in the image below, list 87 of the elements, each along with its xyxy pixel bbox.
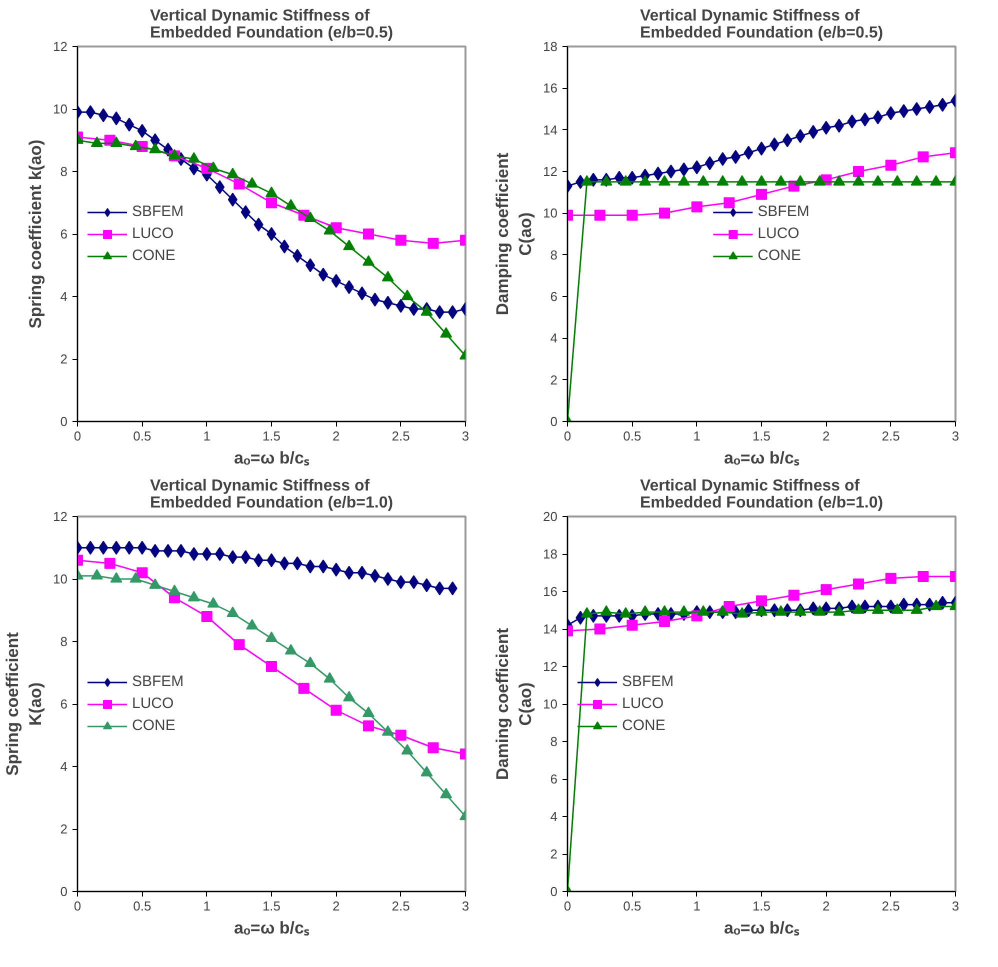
legend-label: SBFEM [758,203,810,220]
y-tick-label: 10 [543,696,558,712]
x-tick-label: 1.5 [262,428,281,444]
x-tick-label: 2 [332,898,340,914]
x-tick-label: 2 [822,898,830,914]
x-tick-label: 0.5 [623,898,642,914]
y-tick-label: 0 [60,884,68,899]
legend-label: CONE [132,247,176,264]
x-tick-label: 2 [822,428,830,444]
x-axis-title: aₒ=ω b/cₛ [724,448,800,468]
x-tick-label: 0.5 [133,898,152,914]
y-tick-label: 14 [543,622,558,636]
y-tick-label: 8 [60,164,68,179]
chart-title: Vertical Dynamic Stiffness of Embedded Foundation (e/b=1.0) [640,478,884,512]
x-axis-title: aₒ=ω b/cₛ [724,918,800,938]
y-tick-label: 4 [60,289,68,304]
x-tick-label: 1.5 [262,898,281,914]
x-tick-label: 1.5 [752,428,771,444]
y-tick-label: 0 [550,414,558,429]
y-tick-label: 12 [53,39,68,54]
y-tick-label: 8 [60,634,68,649]
y-tick-label: 6 [60,226,68,242]
x-tick-label: 0 [74,428,82,444]
y-tick-label: 16 [543,80,558,96]
y-tick-label: 0 [60,414,68,429]
legend-label: LUCO [132,225,174,242]
chart-title: Vertical Dynamic Stiffness of Embedded Foundation (e/b=1.0) [150,478,394,512]
x-tick-label: 2.5 [882,428,900,444]
y-tick-label: 18 [543,39,558,54]
x-tick-label: 0 [564,428,572,444]
x-axis-title: aₒ=ω b/cₛ [234,918,310,938]
x-tick-label: 0 [564,898,572,914]
legend-label: CONE [758,247,801,264]
y-tick-label: 18 [543,546,558,562]
legend-label: SBFEM [132,203,184,220]
y-tick-label: 16 [543,584,558,599]
x-tick-label: 1 [203,428,210,444]
x-tick-label: 3 [462,898,470,914]
legend-label: SBFEM [622,673,674,690]
y-axis-title: Spring coefficient k(ao) [26,140,46,328]
y-tick-label: 8 [550,247,558,262]
x-tick-label: 1 [693,428,700,444]
chart-title: Vertical Dynamic Stiffness of Embedded Foundation (e/b=0.5) [150,8,394,42]
y-tick-label: 0 [550,884,558,899]
x-tick-label: 2 [332,428,340,444]
legend-label: LUCO [758,225,800,242]
y-axis-title: Daming coefficient C(ao) [493,628,536,780]
y-tick-label: 4 [550,809,558,824]
x-tick-label: 1 [203,898,210,914]
y-tick-label: 4 [60,759,68,774]
y-tick-label: 10 [53,102,68,116]
y-tick-label: 20 [543,509,558,524]
y-axis-title: Damping coefficient C(ao) [493,152,536,316]
y-tick-label: 10 [543,206,558,221]
legend-label: SBFEM [132,673,184,690]
y-tick-label: 12 [543,659,558,674]
y-tick-label: 10 [53,572,68,586]
x-tick-label: 2.5 [392,898,410,914]
x-tick-label: 3 [952,428,960,444]
x-tick-label: 2.5 [392,428,410,444]
x-tick-label: 0.5 [133,428,152,444]
y-tick-label: 2 [550,372,558,388]
x-tick-label: 3 [462,428,470,444]
x-tick-label: 2.5 [882,898,900,914]
x-tick-label: 1.5 [752,898,771,914]
y-axis-title: Spring coefficient K(ao) [3,632,46,776]
x-axis-title: aₒ=ω b/cₛ [234,448,310,468]
y-tick-label: 2 [60,822,68,836]
y-tick-label: 6 [550,289,558,304]
y-tick-label: 12 [53,509,68,524]
chart-title: Vertical Dynamic Stiffness of Embedded Foundation (e/b=0.5) [640,8,884,42]
x-tick-label: 0 [74,898,82,914]
legend-label: LUCO [622,695,664,712]
y-tick-label: 12 [543,164,558,179]
y-tick-label: 8 [550,734,558,749]
y-tick-label: 4 [550,330,558,346]
y-tick-label: 6 [60,696,68,712]
x-tick-label: 0.5 [623,428,642,444]
y-tick-label: 6 [550,772,558,786]
y-tick-label: 2 [550,846,558,862]
x-tick-label: 1 [693,898,700,914]
y-tick-label: 2 [60,352,68,366]
legend-label: LUCO [132,695,174,712]
legend-label: CONE [132,717,176,734]
y-tick-label: 14 [543,122,558,138]
legend-label: CONE [622,717,666,734]
x-tick-label: 3 [952,898,960,914]
